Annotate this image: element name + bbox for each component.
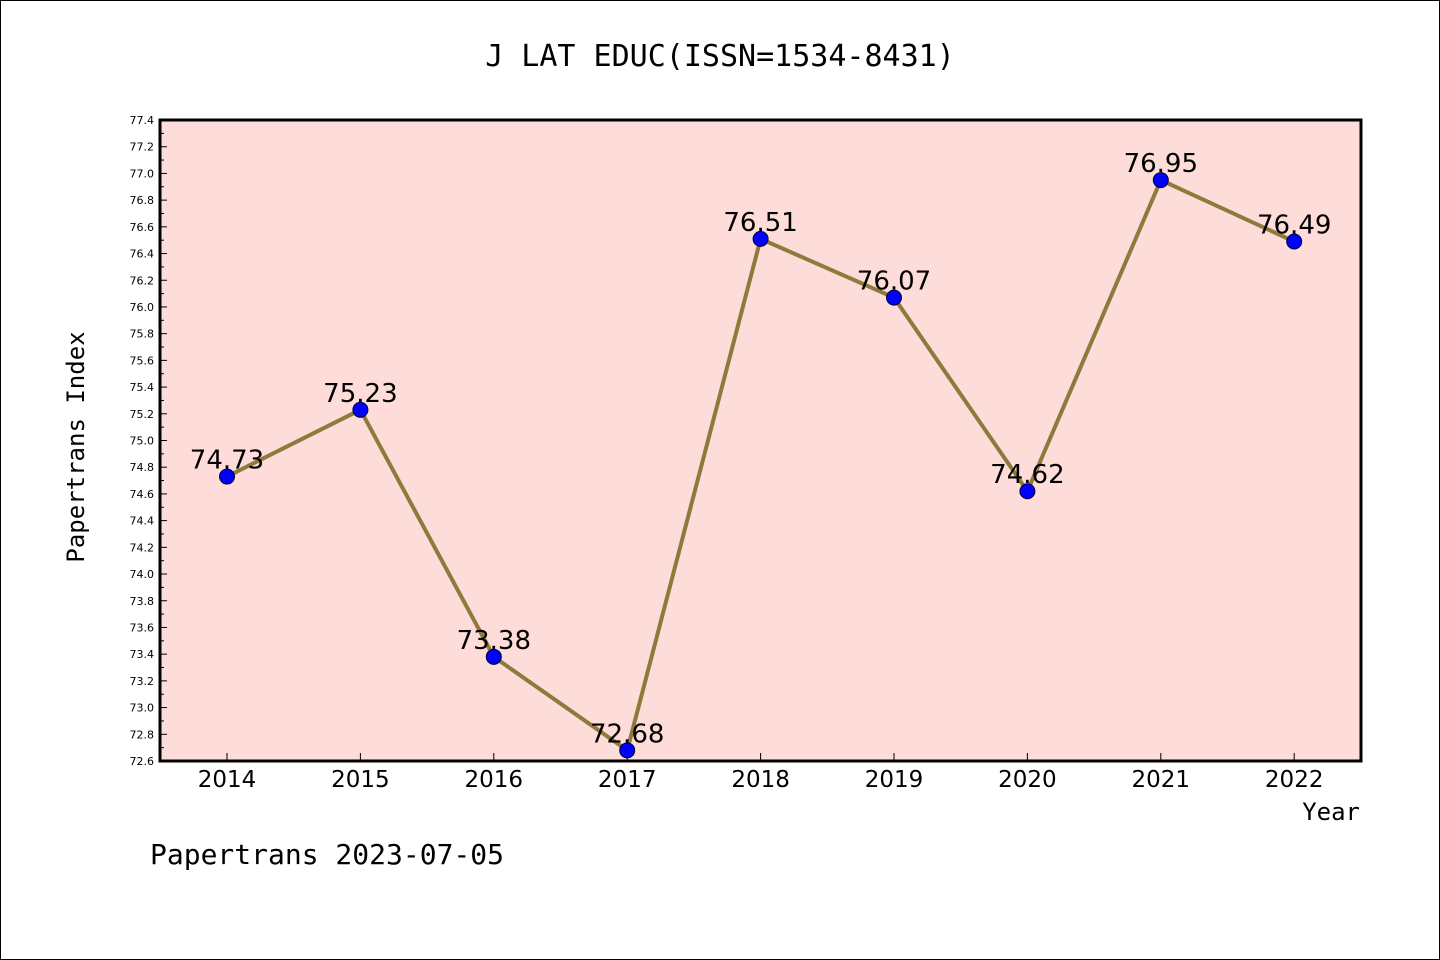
y-axis-title: Papertrans Index bbox=[62, 331, 90, 562]
data-point bbox=[886, 289, 902, 306]
data-label: 76.95 bbox=[1124, 149, 1198, 179]
y-tick-label: 73.8 bbox=[130, 595, 155, 608]
y-tick-label: 72.8 bbox=[130, 728, 155, 741]
chart-title: J LAT EDUC(ISSN=1534-8431) bbox=[485, 39, 955, 74]
y-tick-label: 74.2 bbox=[130, 541, 155, 554]
data-label: 73.38 bbox=[457, 626, 531, 656]
x-tick-label: 2015 bbox=[331, 767, 390, 793]
y-tick-label: 75.4 bbox=[130, 381, 155, 394]
y-tick-label: 74.8 bbox=[130, 461, 155, 474]
data-label: 74.73 bbox=[190, 446, 264, 476]
data-point bbox=[752, 230, 769, 247]
x-axis-title: Year bbox=[1302, 798, 1360, 826]
data-labels: 74.73 75.23 73.38 72.68 76.51 76.07 74.62 76.95… bbox=[190, 149, 1332, 749]
data-point bbox=[219, 468, 235, 485]
data-label: 75.23 bbox=[323, 379, 397, 409]
data-point bbox=[1152, 172, 1169, 189]
y-tick-label: 76.2 bbox=[130, 274, 155, 287]
x-tick-label: 2014 bbox=[198, 767, 257, 793]
y-tick-label: 75.8 bbox=[130, 328, 155, 341]
y-tick-label: 75.6 bbox=[130, 354, 155, 367]
x-tick-label: 2020 bbox=[998, 767, 1057, 793]
y-tick-label: 77.4 bbox=[130, 114, 155, 127]
data-label: 74.62 bbox=[990, 460, 1064, 490]
data-point bbox=[1286, 233, 1303, 250]
y-tick-label: 77.0 bbox=[130, 167, 155, 180]
y-tick-label: 75.2 bbox=[130, 408, 155, 421]
x-tick-label: 2019 bbox=[865, 767, 924, 793]
y-tick-label: 73.4 bbox=[130, 648, 155, 661]
x-tick-label: 2017 bbox=[598, 767, 657, 793]
y-tick-label: 74.6 bbox=[130, 488, 155, 501]
plot-area bbox=[160, 120, 1361, 761]
data-label: 76.49 bbox=[1257, 211, 1331, 241]
y-tick-label: 73.0 bbox=[130, 702, 155, 715]
data-point bbox=[352, 401, 369, 418]
y-tick-label: 76.8 bbox=[130, 194, 155, 207]
y-tick-label: 76.6 bbox=[130, 221, 155, 234]
x-tick-label: 2016 bbox=[465, 767, 524, 793]
x-tick-label: 2018 bbox=[731, 767, 790, 793]
y-tick-label: 73.6 bbox=[130, 621, 155, 634]
y-tick-label: 77.2 bbox=[130, 141, 155, 154]
x-axis: 2014 2015 2016 2017 2018 2019 2020 2021 2022 bbox=[198, 753, 1324, 793]
data-point bbox=[619, 742, 636, 759]
y-tick-label: 74.4 bbox=[130, 515, 155, 528]
series-markers bbox=[219, 172, 1303, 759]
data-point bbox=[1019, 483, 1036, 500]
data-point bbox=[485, 648, 502, 665]
x-tick-label: 2022 bbox=[1265, 767, 1324, 793]
footer-text: Papertrans 2023-07-05 bbox=[150, 838, 504, 871]
y-tick-label: 74.0 bbox=[130, 568, 155, 581]
plot-border bbox=[158, 118, 1363, 763]
y-tick-label: 73.2 bbox=[130, 675, 155, 688]
y-tick-label: 76.0 bbox=[130, 301, 155, 314]
x-tick-label: 2021 bbox=[1132, 767, 1191, 793]
y-tick-label: 76.4 bbox=[130, 248, 155, 261]
data-label: 72.68 bbox=[590, 719, 664, 749]
data-label: 76.07 bbox=[857, 267, 931, 297]
y-tick-label: 75.0 bbox=[130, 435, 155, 448]
y-tick-label: 72.6 bbox=[130, 755, 155, 768]
y-axis: 72.6 72.8 73.0 73.2 73.4 73.6 73.8 74.0 74.2 74.4… bbox=[130, 114, 167, 768]
data-label: 76.51 bbox=[723, 208, 797, 238]
